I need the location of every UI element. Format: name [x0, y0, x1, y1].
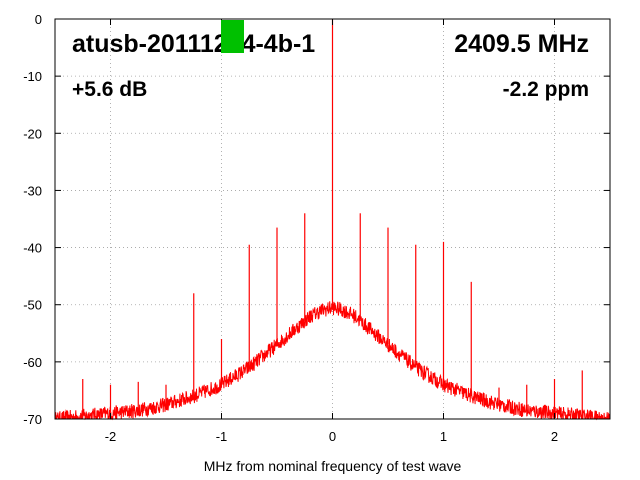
y-tick-label-1: -10 — [23, 69, 42, 84]
noise-curve — [54, 301, 611, 421]
subtitle-left: +5.6 dB — [72, 78, 147, 101]
subtitle-right: -2.2 ppm — [503, 78, 589, 101]
x-axis-ticks: -2 -1 0 1 2 — [105, 19, 558, 444]
label-marker — [221, 20, 244, 53]
x-axis-title: MHz from nominal frequency of test wave — [204, 458, 462, 474]
y-tick-label-6: -60 — [23, 355, 42, 370]
x-tick-label-1: -1 — [216, 429, 228, 444]
x-tick-label-2: 0 — [329, 429, 336, 444]
y-tick-label-0: 0 — [35, 12, 42, 27]
y-axis-ticks: 0 -10 -20 -30 -40 -50 -60 -70 — [23, 12, 610, 427]
noise-floor-line — [54, 301, 611, 421]
spur-lines — [82, 19, 583, 417]
title-right: 2409.5 MHz — [454, 30, 589, 58]
y-tick-label-2: -20 — [23, 126, 42, 141]
title-left: atusb-20111214-4b-1 — [72, 30, 315, 58]
y-tick-label-4: -40 — [23, 241, 42, 256]
x-tick-label-4: 2 — [551, 429, 558, 444]
y-tick-label-5: -50 — [23, 298, 42, 313]
y-tick-label-3: -30 — [23, 183, 42, 198]
x-tick-label-3: 1 — [440, 429, 447, 444]
x-tick-label-0: -2 — [105, 429, 117, 444]
y-tick-label-7: -70 — [23, 412, 42, 427]
